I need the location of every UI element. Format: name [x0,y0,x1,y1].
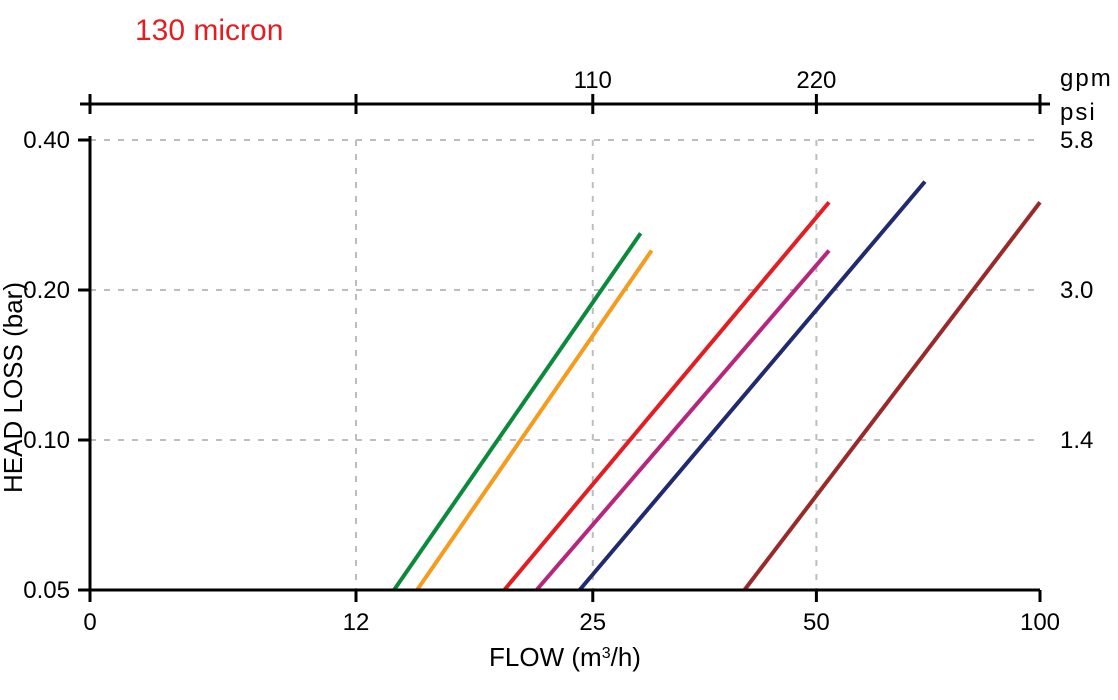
y-right-tick-label: 5.8 [1060,127,1093,154]
y-right-tick-label: 3.0 [1060,277,1093,304]
chart-title: 130 micron [135,14,283,47]
x-axis-tick-label: 12 [343,609,370,636]
top-axis-unit: gpm [1060,65,1113,92]
y-axis-tick-label: 0.40 [23,127,70,154]
x-axis-tick-label: 100 [1020,609,1060,636]
headloss-chart: 130 micron gpm psi 110 220 0 12 25 50 100 FLOW (m3… [0,0,1118,700]
x-axis-tick-label: 50 [803,609,830,636]
chart-svg: 130 micron gpm psi 110 220 0 12 25 50 100 FLOW (m3… [0,0,1118,700]
x-axis-tick-label: 25 [579,609,606,636]
top-axis-tick-label: 220 [796,67,836,94]
right-axis-unit: psi [1060,99,1097,126]
y-axis-tick-label: 0.20 [23,277,70,304]
y-axis-label: HEAD LOSS (bar) [0,282,28,493]
line-orange [417,251,652,590]
x-axis-label: FLOW (m3/h) [489,642,641,672]
y-axis-tick-label: 0.05 [23,577,70,604]
x-axis-tick-label: 0 [83,609,96,636]
y-axis-tick-label: 0.10 [23,427,70,454]
y-right-tick-label: 1.4 [1060,427,1093,454]
line-darkred [744,202,1040,590]
line-green [394,233,641,590]
line-navy [580,182,925,590]
top-axis-tick-label: 110 [574,67,612,94]
